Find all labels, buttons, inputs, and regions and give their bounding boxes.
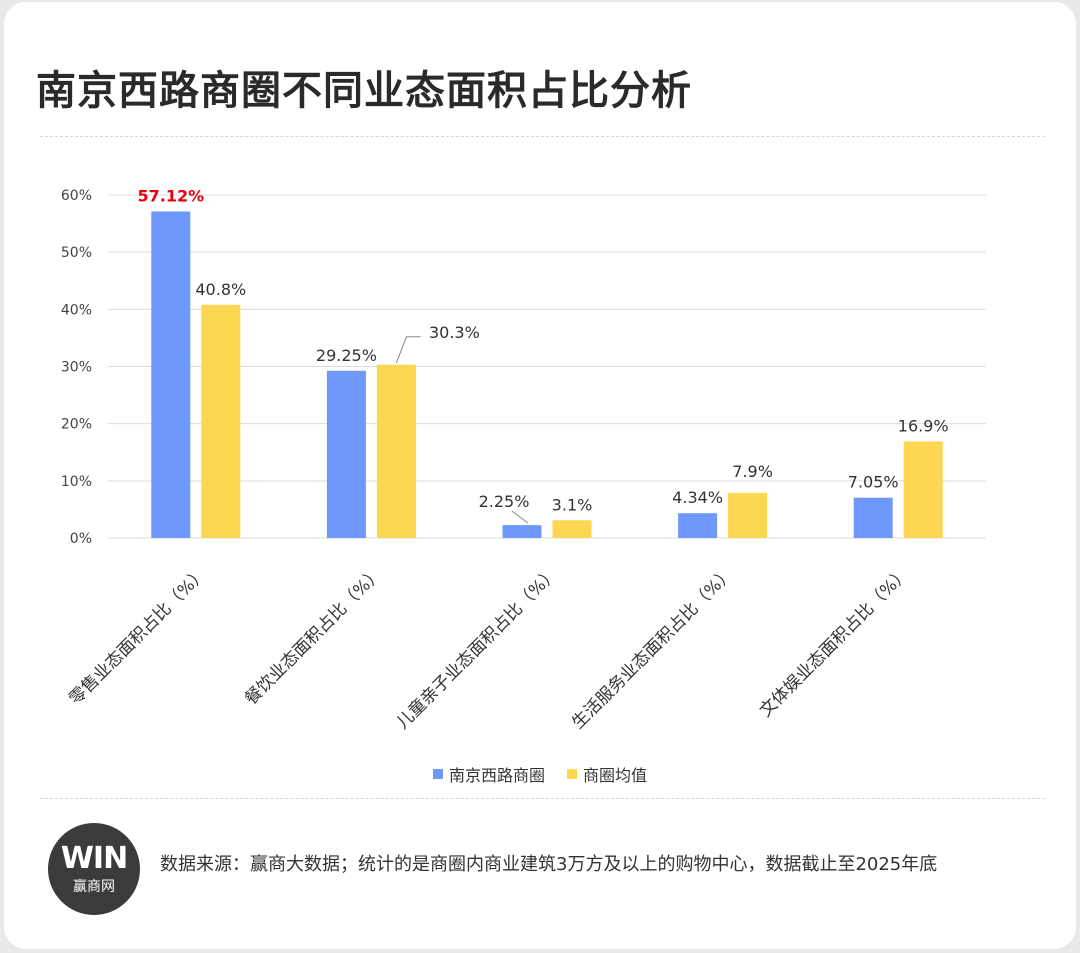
bar-district-average: [728, 492, 768, 538]
data-label-nanjing-west-road: 29.25%: [316, 346, 377, 365]
x-category-label: 餐饮业态面积占比（%）: [241, 563, 387, 709]
data-label-nanjing-west-road: 7.05%: [848, 473, 899, 492]
bar-nanjing-west-road: [502, 525, 542, 538]
y-tick-label: 10%: [61, 474, 92, 490]
legend-label: 商圈均值: [583, 766, 648, 785]
data-label-nanjing-west-road: 4.34%: [672, 488, 723, 507]
y-tick-label: 50%: [61, 245, 92, 261]
data-source-note: 数据来源：赢商大数据；统计的是商圈内商业建筑3万方及以上的购物中心，数据截止至2…: [160, 854, 938, 875]
chart-title: 南京西路商圈不同业态面积占比分析: [36, 68, 692, 114]
y-tick-label: 40%: [61, 302, 92, 318]
y-tick-label: 60%: [61, 188, 92, 204]
data-label-nanjing-west-road: 57.12%: [137, 186, 204, 205]
data-label-district-average: 3.1%: [552, 495, 593, 514]
legend-swatch-blue: [432, 769, 443, 779]
bar-chart: 0% 10% 20% 30% 40% 50% 60% 57.12% 40.8% 零售业态面积占比（…: [61, 186, 986, 733]
legend-item-district-average: 商圈均值: [567, 762, 647, 786]
bar-nanjing-west-road: [326, 370, 366, 538]
chart-legend: 南京西路商圈 商圈均值: [0, 762, 1080, 786]
x-category-label: 文体娱业态面积占比（%）: [756, 563, 914, 721]
data-label-district-average: 16.9%: [898, 416, 949, 435]
leader-line: [395, 336, 421, 363]
data-label-district-average: 7.9%: [732, 462, 773, 481]
legend-swatch-yellow: [567, 769, 577, 779]
y-tick-label: 20%: [61, 417, 92, 433]
logo-mark: WIN: [60, 841, 128, 876]
bar-nanjing-west-road: [151, 211, 191, 539]
y-tick-label: 0%: [70, 531, 92, 547]
legend-label: 南京西路商圈: [448, 766, 545, 785]
x-category-label: 生活服务业态面积占比（%）: [568, 563, 738, 733]
x-category-label: 儿童亲子业态面积占比（%）: [393, 563, 563, 733]
y-tick-label: 30%: [61, 360, 92, 376]
winshang-logo: WIN 赢商网: [48, 823, 140, 915]
title-divider: [40, 136, 1045, 137]
bar-district-average: [552, 520, 592, 538]
data-label-district-average: 40.8%: [195, 280, 246, 299]
leader-line: [511, 510, 529, 524]
data-label-nanjing-west-road: 2.25%: [479, 492, 530, 511]
footer-divider: [40, 798, 1045, 799]
bar-district-average: [903, 441, 943, 538]
bar-nanjing-west-road: [853, 497, 893, 538]
x-category-label: 零售业态面积占比（%）: [66, 563, 212, 709]
bar-district-average: [201, 304, 241, 538]
bar-nanjing-west-road: [678, 513, 718, 538]
logo-name: 赢商网: [73, 879, 115, 895]
legend-item-nanjing-west-road: 南京西路商圈: [432, 762, 545, 786]
bar-district-average: [376, 364, 416, 538]
data-label-district-average: 30.3%: [429, 323, 480, 342]
